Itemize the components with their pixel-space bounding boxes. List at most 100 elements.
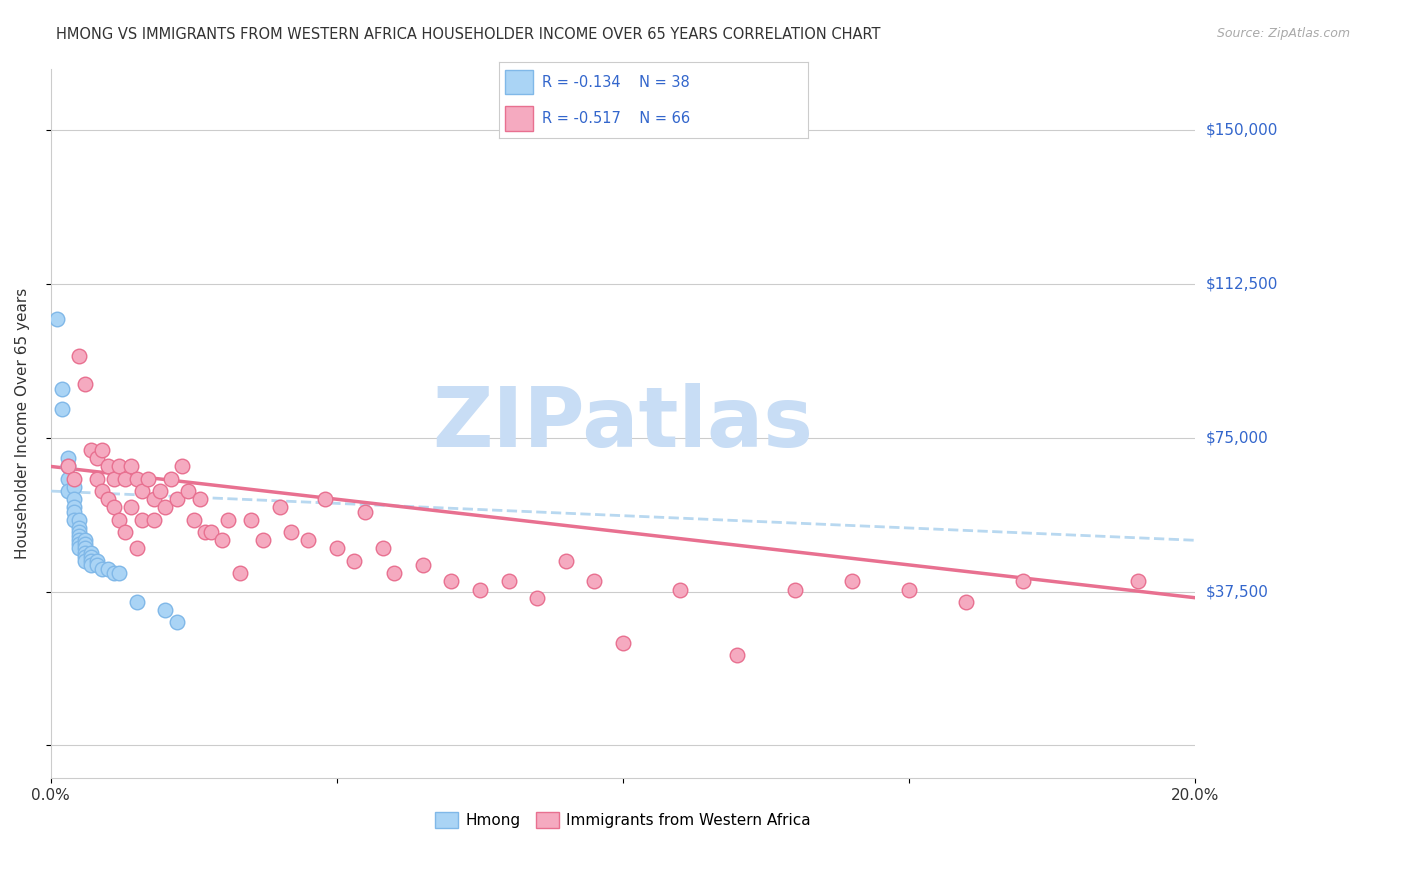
Point (252, 533, 274, 548)
Y-axis label: Householder Income Over 65 years: Householder Income Over 65 years (15, 288, 30, 559)
Point (131, 513, 153, 527)
Point (354, 505, 377, 519)
Point (103, 500, 125, 515)
Point (80, 546, 103, 560)
Point (62, 480, 84, 494)
Point (103, 472, 125, 486)
Point (177, 484, 200, 499)
Point (955, 595, 977, 609)
Point (86, 451, 108, 466)
FancyBboxPatch shape (505, 70, 533, 95)
Point (108, 459, 131, 474)
Point (725, 648, 748, 662)
Point (80, 443, 103, 458)
Point (86, 472, 108, 486)
Point (120, 459, 142, 474)
Point (217, 513, 239, 527)
Point (114, 472, 136, 486)
Point (1012, 574, 1035, 589)
Point (612, 636, 634, 650)
Point (371, 541, 394, 556)
Point (75, 533, 97, 548)
Point (269, 500, 291, 515)
Point (166, 615, 188, 630)
Point (142, 492, 165, 507)
Point (67, 349, 90, 363)
Point (898, 582, 921, 597)
Text: Source: ZipAtlas.com: Source: ZipAtlas.com (1216, 27, 1350, 40)
Point (75, 546, 97, 560)
Point (148, 484, 170, 499)
Point (67, 529, 90, 543)
Point (75, 554, 97, 568)
Point (86, 558, 108, 572)
FancyBboxPatch shape (505, 106, 533, 130)
Point (526, 591, 548, 605)
Point (194, 525, 217, 540)
Point (240, 513, 263, 527)
Text: R = -0.517    N = 66: R = -0.517 N = 66 (543, 111, 690, 126)
Point (1126, 574, 1149, 589)
Point (183, 513, 205, 527)
Point (280, 525, 302, 540)
Point (56, 459, 79, 474)
Point (160, 472, 183, 486)
Point (67, 525, 90, 540)
Point (343, 554, 366, 568)
Point (80, 554, 103, 568)
Point (56, 451, 79, 466)
Point (172, 459, 194, 474)
Point (56, 472, 79, 486)
Point (62, 505, 84, 519)
Point (67, 541, 90, 556)
Point (108, 513, 131, 527)
Text: $150,000: $150,000 (1206, 122, 1278, 137)
Point (56, 484, 79, 499)
Point (166, 492, 188, 507)
Point (142, 513, 165, 527)
Point (314, 492, 336, 507)
Point (125, 541, 148, 556)
Point (131, 484, 153, 499)
Point (103, 566, 125, 580)
Point (554, 554, 576, 568)
Point (62, 492, 84, 507)
Point (228, 566, 250, 580)
Point (155, 500, 177, 515)
Point (498, 574, 520, 589)
Point (120, 500, 142, 515)
Point (62, 513, 84, 527)
Point (75, 549, 97, 564)
Point (108, 566, 131, 580)
Text: $75,000: $75,000 (1206, 430, 1268, 445)
Point (211, 533, 233, 548)
Text: $112,500: $112,500 (1206, 277, 1278, 292)
Point (80, 549, 103, 564)
Point (80, 558, 103, 572)
Point (86, 554, 108, 568)
Point (67, 537, 90, 551)
Point (155, 603, 177, 617)
Point (51, 402, 73, 417)
Point (91, 562, 114, 576)
Text: HMONG VS IMMIGRANTS FROM WESTERN AFRICA HOUSEHOLDER INCOME OVER 65 YEARS CORRELA: HMONG VS IMMIGRANTS FROM WESTERN AFRICA … (56, 27, 880, 42)
Point (97, 562, 120, 576)
Point (67, 533, 90, 548)
Point (91, 484, 114, 499)
Point (440, 574, 463, 589)
Text: R = -0.134    N = 38: R = -0.134 N = 38 (543, 75, 690, 90)
Point (125, 595, 148, 609)
Text: $37,500: $37,500 (1206, 584, 1270, 599)
Point (45, 311, 67, 326)
Point (56, 459, 79, 474)
Point (51, 382, 73, 396)
Point (783, 582, 806, 597)
Point (188, 492, 211, 507)
Point (136, 472, 159, 486)
Point (75, 537, 97, 551)
Point (75, 377, 97, 392)
Point (97, 459, 120, 474)
Point (200, 525, 222, 540)
Text: ZIPatlas: ZIPatlas (433, 383, 814, 464)
Point (75, 541, 97, 556)
